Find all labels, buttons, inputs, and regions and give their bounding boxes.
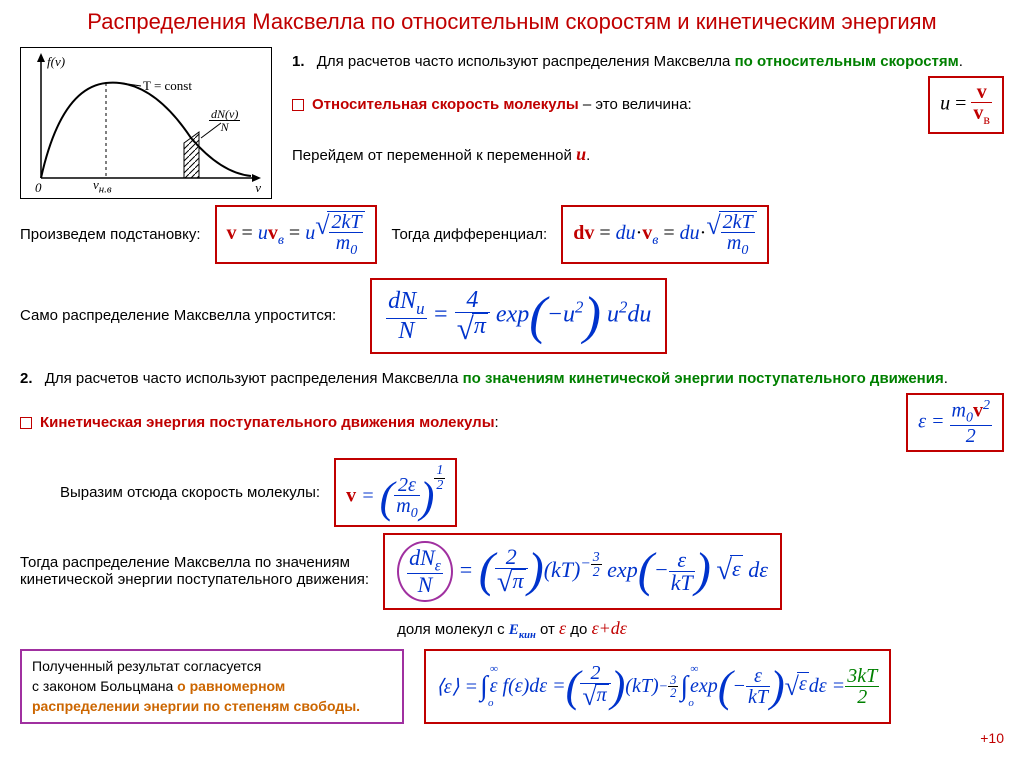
list-item-1: 1. Для расчетов часто используют распред… bbox=[292, 51, 1004, 72]
list-item-2b: Кинетическая энергия поступательного дви… bbox=[20, 393, 1004, 453]
diff-label: Тогда дифференциал: bbox=[391, 226, 547, 243]
rel-speed-rest: – это величина: bbox=[579, 96, 692, 113]
formula-v-from-eps: v = (2εm0)12 bbox=[334, 458, 457, 526]
formula-mean-eps: ⟨ε⟩ = ∫∞o ε f(ε)dε = (2π)(kT)−32 ∫∞o exp… bbox=[424, 649, 891, 724]
var-u: u bbox=[576, 144, 586, 164]
boltzmann-note: Полученный результат согласуется с закон… bbox=[20, 649, 404, 724]
simplify-label: Само распределение Максвелла упростится: bbox=[20, 307, 336, 324]
page-footer-number: +10 bbox=[20, 730, 1004, 746]
express-v-line: Выразим отсюда скорость молекулы: v = (2… bbox=[20, 458, 1004, 526]
maxwell-curve-graph: f(v) T = const dN(v)N 0 vн.в v bbox=[20, 47, 272, 199]
item1-text: Для расчетов часто используют распределе… bbox=[317, 53, 735, 70]
formula-u: u = vvв bbox=[928, 76, 1004, 134]
subst-label: Произведем подстановку: bbox=[20, 226, 201, 243]
dist-eps-line: Тогда распределение Максвелла по значени… bbox=[20, 533, 1004, 611]
graph-y-label: f(v) bbox=[47, 54, 65, 70]
rel-speed-term: Относительная скорость молекулы bbox=[312, 96, 579, 113]
item-number: 1. bbox=[292, 53, 305, 70]
item1-highlight: по относительным скоростям bbox=[735, 53, 959, 70]
dist-eps-label2: кинетической энергии поступательного дви… bbox=[20, 571, 369, 588]
graph-origin: 0 bbox=[35, 180, 42, 196]
page-title: Распределения Максвелла по относительным… bbox=[20, 8, 1004, 37]
formula-diff: dv = du·vв = du·2kTm0 bbox=[561, 205, 768, 264]
item2-highlight: по значениям кинетической энергии поступ… bbox=[463, 370, 944, 387]
list-item-1b: Относительная скорость молекулы – это ве… bbox=[292, 76, 1004, 134]
fraction-caption: доля молекул с Eкин от ε до ε+dε bbox=[20, 618, 1004, 641]
graph-xlabel: v bbox=[255, 180, 261, 196]
dist-eps-label1: Тогда распределение Максвелла по значени… bbox=[20, 554, 369, 571]
item-number-2: 2. bbox=[20, 370, 33, 387]
graph-curve-label: T = const bbox=[143, 78, 192, 94]
substitution-line: Произведем подстановку: v = uvв = u2kTm0… bbox=[20, 205, 1004, 264]
graph-xpeak: vн.в bbox=[93, 177, 112, 196]
formula-dN-eps: dNεN = (2π)(kT)−32 exp(−εkT) ε dε bbox=[383, 533, 782, 611]
list-item-2: 2. Для расчетов часто используют распред… bbox=[20, 368, 1004, 389]
kin-energy-term: Кинетическая энергия поступательного дви… bbox=[40, 414, 495, 431]
graph-shaded-label: dN(v)N bbox=[209, 108, 240, 133]
formula-subst: v = uvв = u2kTm0 bbox=[215, 205, 378, 264]
formula-eps: ε = m0v22 bbox=[906, 393, 1004, 453]
bullet-icon bbox=[292, 99, 304, 111]
formula-dN-u: dNuN = 4π exp(−u2) u2du bbox=[370, 278, 667, 354]
simplified-dist-line: Само распределение Максвелла упростится:… bbox=[20, 278, 1004, 354]
express-v-label: Выразим отсюда скорость молекулы: bbox=[60, 484, 320, 501]
bullet-icon bbox=[20, 417, 32, 429]
transition-line: Перейдем от переменной к переменной u. bbox=[292, 142, 1004, 167]
